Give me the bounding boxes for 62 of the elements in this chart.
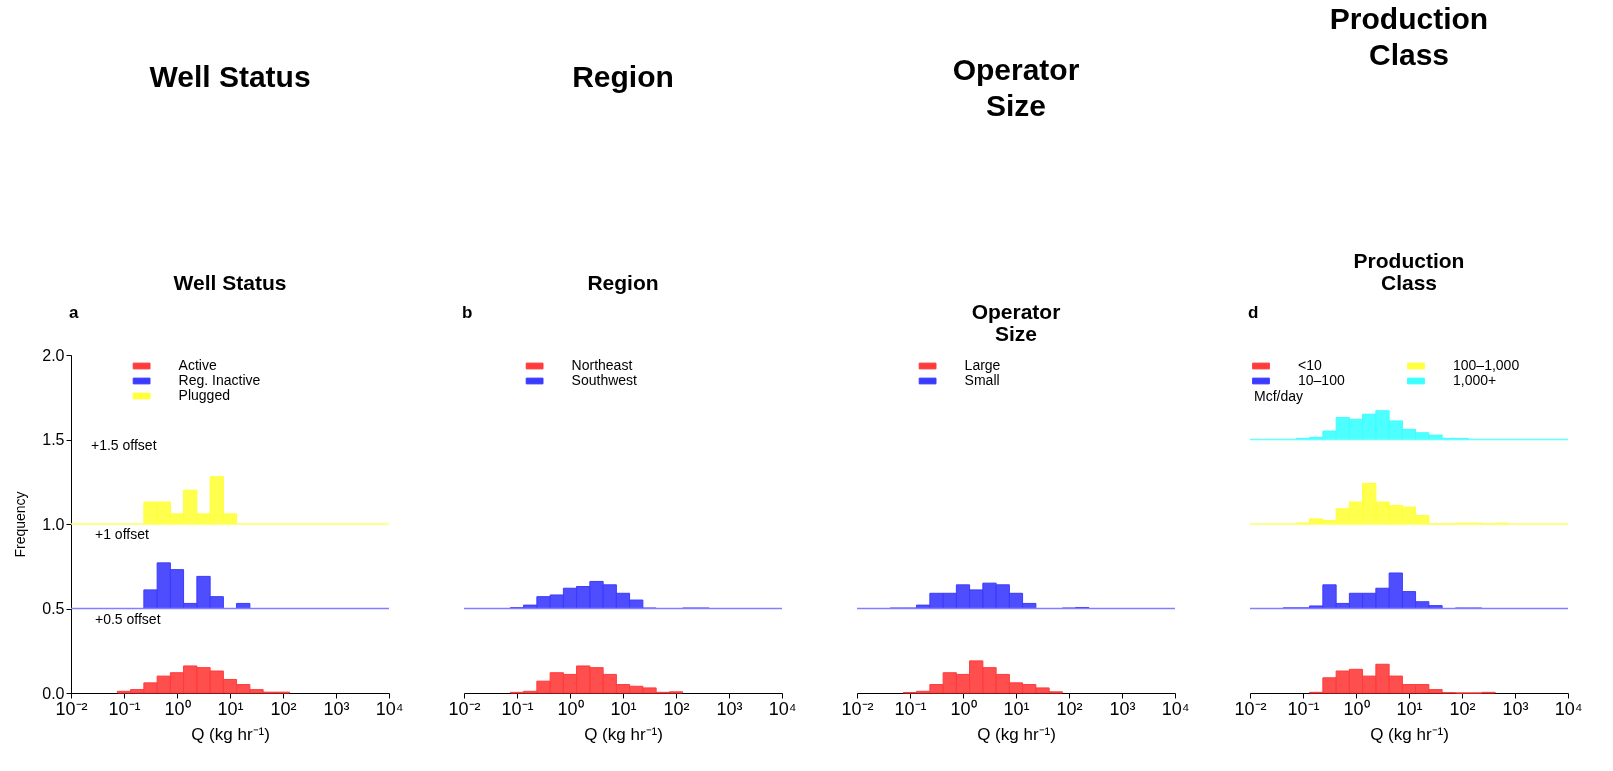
chart-title: Well Status [149,60,311,93]
legend-label: 10–100 [1298,372,1345,388]
legend-label: Reg. Inactive [178,372,261,388]
text: b [462,303,473,322]
x-tick-label: 10⁻¹ [1287,698,1320,719]
y-tick-label: 1.5 [42,431,65,448]
ref-line-label: +0.5 offset [95,610,161,627]
x-tick-label: 10⁴ [768,698,797,719]
y-tick-label: 0.5 [42,600,65,617]
x-axis-title: Q (kg hr⁻¹) [977,724,1056,744]
x-tick-label: 10¹ [1003,698,1030,719]
x-tick-label: 10⁻² [448,698,481,719]
x-tick-label: 10¹ [217,698,244,719]
chart-subtitle: Operator Size [971,300,1061,345]
x-tick-label: 10⁻² [841,698,874,719]
x-tick-label: 10³ [1502,698,1529,719]
x-tick-label: 10³ [1109,698,1136,719]
x-tick-label: 10¹ [1396,698,1423,719]
legend-label: <10 [1298,357,1322,373]
x-tick-label: 10⁰ [1343,698,1370,719]
x-tick-label: 10⁴ [375,698,404,719]
legend-label: Active [178,357,217,373]
chart-title: Production Class [1329,2,1489,71]
legend-label: 100–1,000 [1453,357,1520,373]
legend-label: Northeast [571,357,633,373]
x-tick-label: 10⁻¹ [894,698,927,719]
x-tick-label: 10³ [323,698,350,719]
x-tick-label: 10⁻¹ [108,698,141,719]
x-tick-label: 10⁴ [1554,698,1583,719]
x-axis-title: Q (kg hr⁻¹) [584,724,663,744]
legend-label: 1,000+ [1453,372,1497,388]
chart-subtitle: Well Status [173,271,287,294]
x-tick-label: 10¹ [610,698,637,719]
chart-subtitle: Region [587,271,659,294]
x-tick-label: 10² [663,698,690,719]
y-axis-title: Frequency [12,491,29,558]
x-tick-label: 10² [270,698,297,719]
chart-subtitle: Production Class [1353,249,1465,294]
y-tick-label: 1.0 [42,515,65,533]
text: a [69,303,79,322]
x-tick-label: 10² [1449,698,1476,719]
x-tick-label: 10⁴ [1161,698,1190,719]
x-tick-label: 10² [1056,698,1083,719]
chart-title: Region [572,60,674,93]
x-tick-label: 10⁻² [1234,698,1267,719]
y-tick-label: 2.0 [42,346,65,364]
legend-label: Southwest [571,372,638,388]
legend-title: Mcf/day [1254,388,1304,404]
x-tick-label: 10⁰ [557,698,584,719]
x-axis-title: Q (kg hr⁻¹) [191,724,270,744]
x-tick-label: 10⁰ [950,698,977,719]
x-tick-label: 10³ [716,698,743,719]
ref-line-label: +1 offset [95,526,149,542]
legend-label: Small [964,372,1000,388]
x-axis-title: Q (kg hr⁻¹) [1370,724,1449,744]
legend-label: Large [964,357,1001,373]
chart-title: Operator Size [952,53,1080,122]
annotation: +1.5 offset [91,437,157,454]
text: d [1248,303,1259,322]
x-tick-label: 10⁻¹ [501,698,534,719]
x-tick-label: 10⁰ [164,698,191,719]
legend-label: Plugged [178,387,230,403]
